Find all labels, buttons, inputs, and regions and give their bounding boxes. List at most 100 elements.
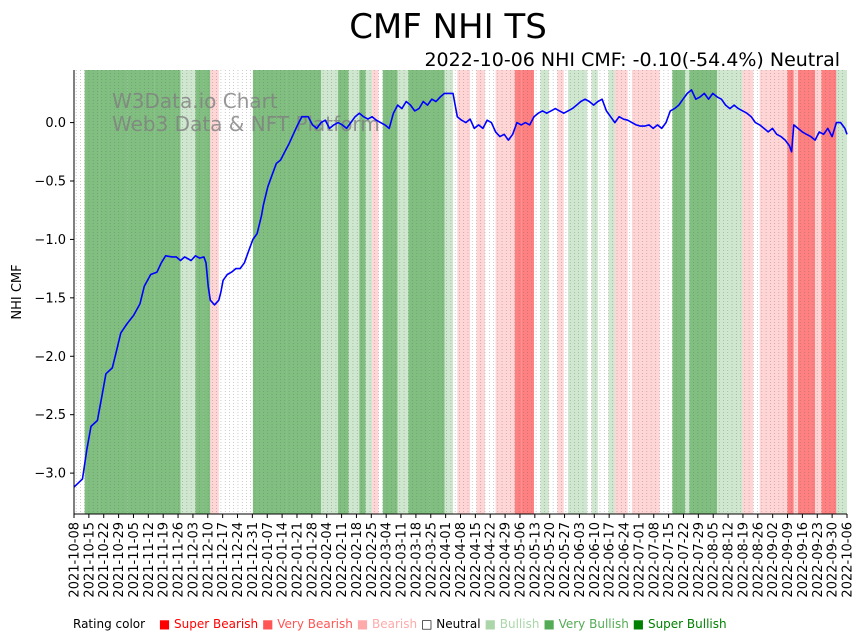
x-tick-label: 2021-12-24 [231, 522, 246, 598]
legend-item: ■ Very Bearish [262, 617, 353, 631]
x-tick-label: 2022-04-08 [454, 522, 469, 598]
x-tick-label: 2021-11-19 [157, 522, 172, 598]
x-tick-label: 2021-10-08 [68, 522, 83, 598]
x-tick-label: 2021-10-29 [112, 522, 127, 598]
x-ticks: 2021-10-08 2021-10-15 2021-10-22 2021-10-29… [68, 514, 856, 598]
rating-band [321, 70, 339, 514]
x-tick-label: 2022-02-04 [320, 522, 335, 598]
y-tick-label: 0.0 [45, 116, 66, 131]
rating-band [608, 70, 615, 514]
legend-item: □ Neutral [421, 617, 481, 631]
x-tick-label: 2022-08-05 [707, 522, 722, 598]
x-tick-label: 2022-09-09 [781, 522, 796, 598]
rating-band [252, 70, 287, 514]
rating-band [429, 70, 445, 514]
x-tick-label: 2021-12-31 [246, 522, 261, 598]
rating-band [180, 70, 196, 514]
rating-band [759, 70, 788, 514]
x-tick-label: 2022-05-13 [528, 522, 543, 598]
x-tick-label: 2022-07-15 [662, 522, 677, 598]
x-tick-label: 2022-03-25 [424, 522, 439, 598]
rating-band [631, 70, 643, 514]
watermark-line1: W3Data.io Chart [112, 89, 278, 113]
chart-subtitle: 2022-10-06 NHI CMF: -0.10(-54.4%) Neutra… [424, 49, 840, 71]
legend-item: ■ Super Bullish [632, 617, 727, 631]
rating-band [127, 70, 155, 514]
x-tick-label: 2022-03-11 [395, 522, 410, 598]
rating-band [557, 70, 564, 514]
y-tick-label: −0.5 [34, 175, 66, 190]
rating-band [815, 70, 822, 514]
rating-band [514, 70, 522, 514]
x-tick-label: 2022-07-22 [677, 522, 692, 598]
rating-band [154, 70, 181, 514]
x-tick-label: 2022-01-14 [276, 522, 291, 598]
rating-band [397, 70, 409, 514]
legend-item: ■ Super Bearish [158, 617, 259, 631]
x-tick-label: 2022-04-22 [484, 522, 499, 598]
rating-band [717, 70, 728, 514]
y-tick-label: −3.0 [34, 467, 66, 482]
y-ticks: −3.0 −2.5 −2.0 −1.5 −1.0 −0.5 0.0 [34, 116, 74, 482]
rating-band [821, 70, 837, 514]
watermark: W3Data.io Chart Web3 Data & NFT Platform [112, 89, 380, 136]
x-tick-label: 2021-12-03 [186, 522, 201, 598]
rating-band [685, 70, 690, 514]
x-tick-label: 2021-11-05 [127, 522, 142, 598]
legend: Rating color ■ Super Bearish ■ Very Beari… [73, 617, 731, 631]
vertical-gridlines [75, 70, 844, 514]
x-tick-label: 2022-06-03 [573, 522, 588, 598]
rating-band [742, 70, 754, 514]
x-tick-label: 2022-06-24 [618, 522, 633, 598]
x-tick-label: 2021-12-17 [216, 522, 231, 598]
x-tick-label: 2022-07-29 [692, 522, 707, 598]
x-tick-label: 2022-06-10 [588, 522, 603, 598]
x-tick-label: 2022-09-02 [766, 522, 781, 598]
x-tick-label: 2022-01-07 [261, 522, 276, 598]
x-tick-label: 2021-11-26 [172, 522, 187, 598]
x-tick-label: 2022-01-21 [290, 522, 305, 598]
y-tick-label: −1.0 [34, 233, 66, 248]
x-tick-label: 2022-04-15 [469, 522, 484, 598]
legend-item: ■ Bullish [484, 617, 540, 631]
x-tick-label: 2022-07-08 [647, 522, 662, 598]
x-tick-label: 2022-05-27 [558, 522, 573, 598]
rating-band [359, 70, 366, 514]
x-tick-label: 2022-04-01 [439, 522, 454, 598]
rating-band [84, 70, 100, 514]
x-tick-label: 2021-11-12 [142, 522, 157, 598]
rating-band [382, 70, 398, 514]
rating-band [444, 70, 454, 514]
x-tick-label: 2021-12-10 [201, 522, 216, 598]
x-tick-label: 2022-09-16 [796, 522, 811, 598]
rating-band [338, 70, 349, 514]
y-tick-label: −2.0 [34, 350, 66, 365]
x-tick-label: 2022-01-28 [305, 522, 320, 598]
x-tick-label: 2022-05-06 [513, 522, 528, 598]
x-tick-label: 2022-06-17 [603, 522, 618, 598]
legend-label: Rating color [73, 617, 146, 631]
cmf-series-line [73, 89, 848, 488]
rating-band [348, 70, 360, 514]
x-tick-label: 2022-07-01 [632, 522, 647, 598]
x-tick-label: 2022-02-18 [350, 522, 365, 598]
x-tick-label: 2022-02-25 [365, 522, 380, 598]
rating-band [203, 70, 211, 514]
rating-bands [84, 70, 847, 514]
x-tick-label: 2022-08-19 [736, 522, 751, 598]
rating-band [372, 70, 379, 514]
rating-band [408, 70, 430, 514]
legend-items: ■ Super Bearish ■ Very Bearish ■ Bearish □ … [159, 617, 731, 631]
x-tick-label: 2021-10-22 [97, 522, 112, 598]
y-axis-label: NHI CMF [10, 264, 25, 319]
rating-band [672, 70, 686, 514]
chart-title: CMF NHI TS [349, 7, 547, 47]
x-tick-label: 2022-10-06 [841, 522, 856, 598]
series-group [73, 89, 848, 488]
rating-band [798, 70, 816, 514]
rating-band [495, 70, 507, 514]
x-tick-label: 2022-04-29 [499, 522, 514, 598]
x-tick-label: 2022-08-26 [751, 522, 766, 598]
legend-item: ■ Bearish [356, 617, 418, 631]
